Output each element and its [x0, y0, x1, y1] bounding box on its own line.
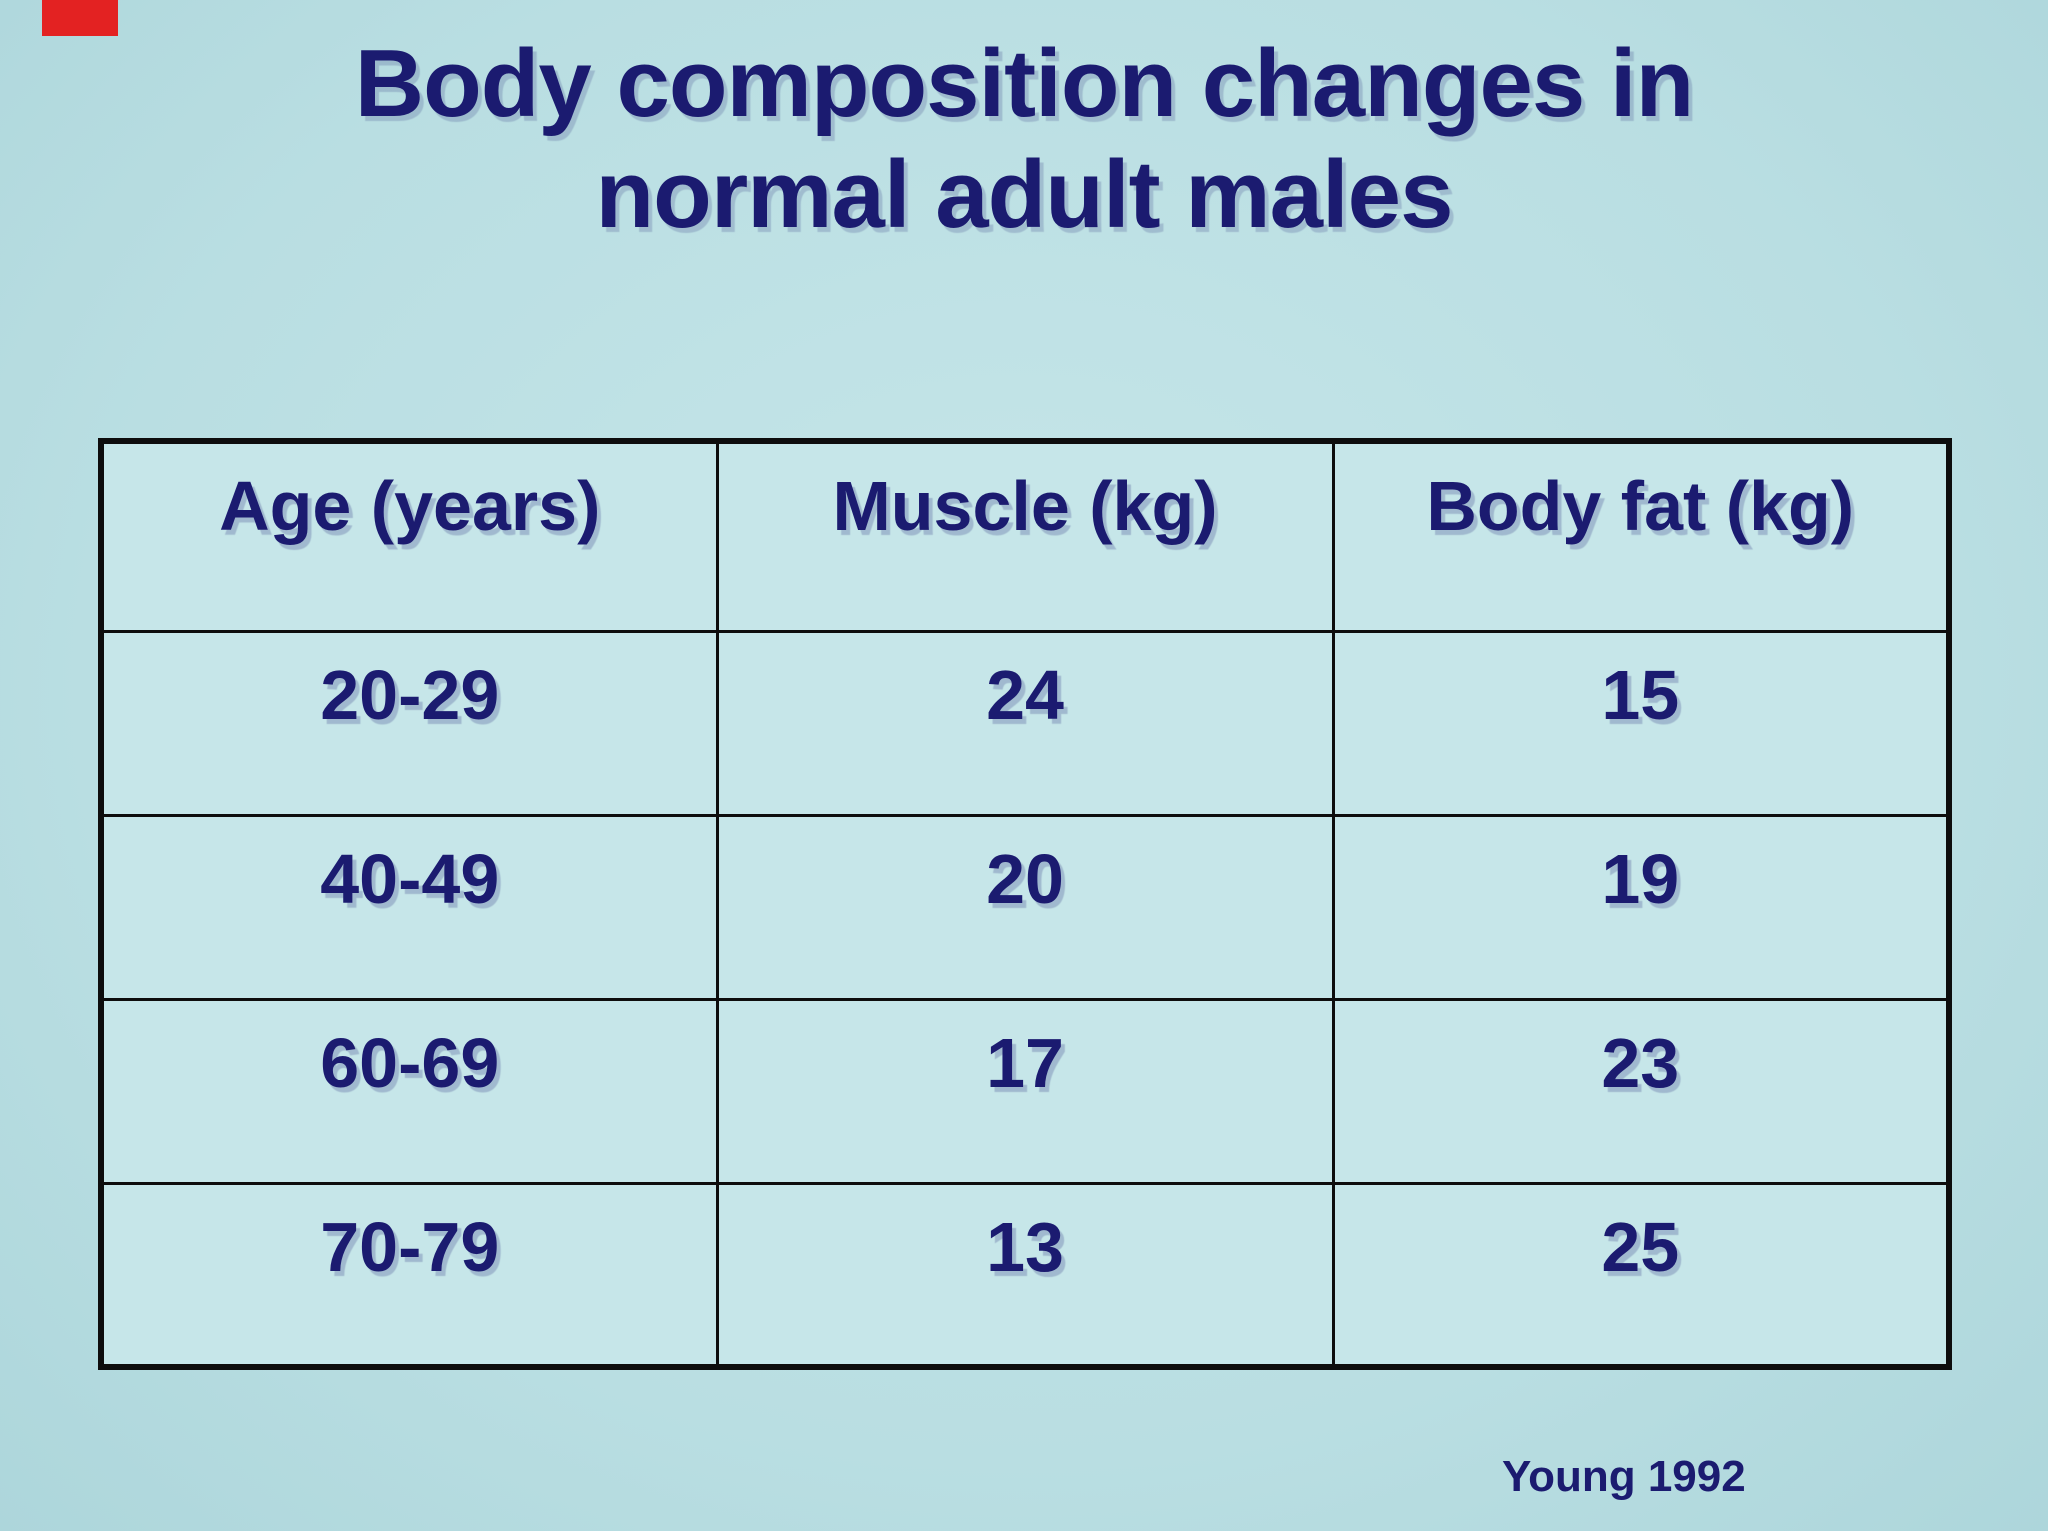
cell-muscle: 17 — [715, 997, 1335, 1185]
cell-muscle: 24 — [715, 629, 1335, 817]
table-header-row: Age (years) Muscle (kg) Body fat (kg) — [99, 439, 1951, 633]
red-marker — [42, 0, 118, 36]
cell-age: 60-69 — [99, 997, 719, 1185]
cell-age: 20-29 — [99, 629, 719, 817]
citation: Young 1992 — [1502, 1452, 1746, 1501]
cell-body-fat: 15 — [1331, 629, 1951, 817]
title-line-1: Body composition changes in — [354, 30, 1694, 137]
cell-muscle: 20 — [715, 813, 1335, 1001]
title-line-2: normal adult males — [595, 141, 1454, 249]
col-header-body-fat: Body fat (kg) — [1331, 439, 1951, 633]
cell-body-fat: 23 — [1331, 997, 1951, 1185]
table-row: 20-29 24 15 — [99, 629, 1951, 817]
table-row: 60-69 17 23 — [99, 997, 1951, 1185]
cell-age: 40-49 — [99, 813, 719, 1001]
cell-body-fat: 25 — [1331, 1181, 1951, 1369]
cell-age: 70-79 — [99, 1181, 719, 1369]
col-header-age: Age (years) — [99, 439, 719, 633]
col-header-muscle: Muscle (kg) — [715, 439, 1335, 633]
cell-body-fat: 19 — [1331, 813, 1951, 1001]
body-composition-table: Age (years) Muscle (kg) Body fat (kg) 20… — [98, 438, 1952, 1370]
table-row: 40-49 20 19 — [99, 813, 1951, 1001]
table-row: 70-79 13 25 — [99, 1181, 1951, 1369]
slide-title: Body composition changes in normal adult … — [0, 28, 2048, 251]
cell-muscle: 13 — [715, 1181, 1335, 1369]
